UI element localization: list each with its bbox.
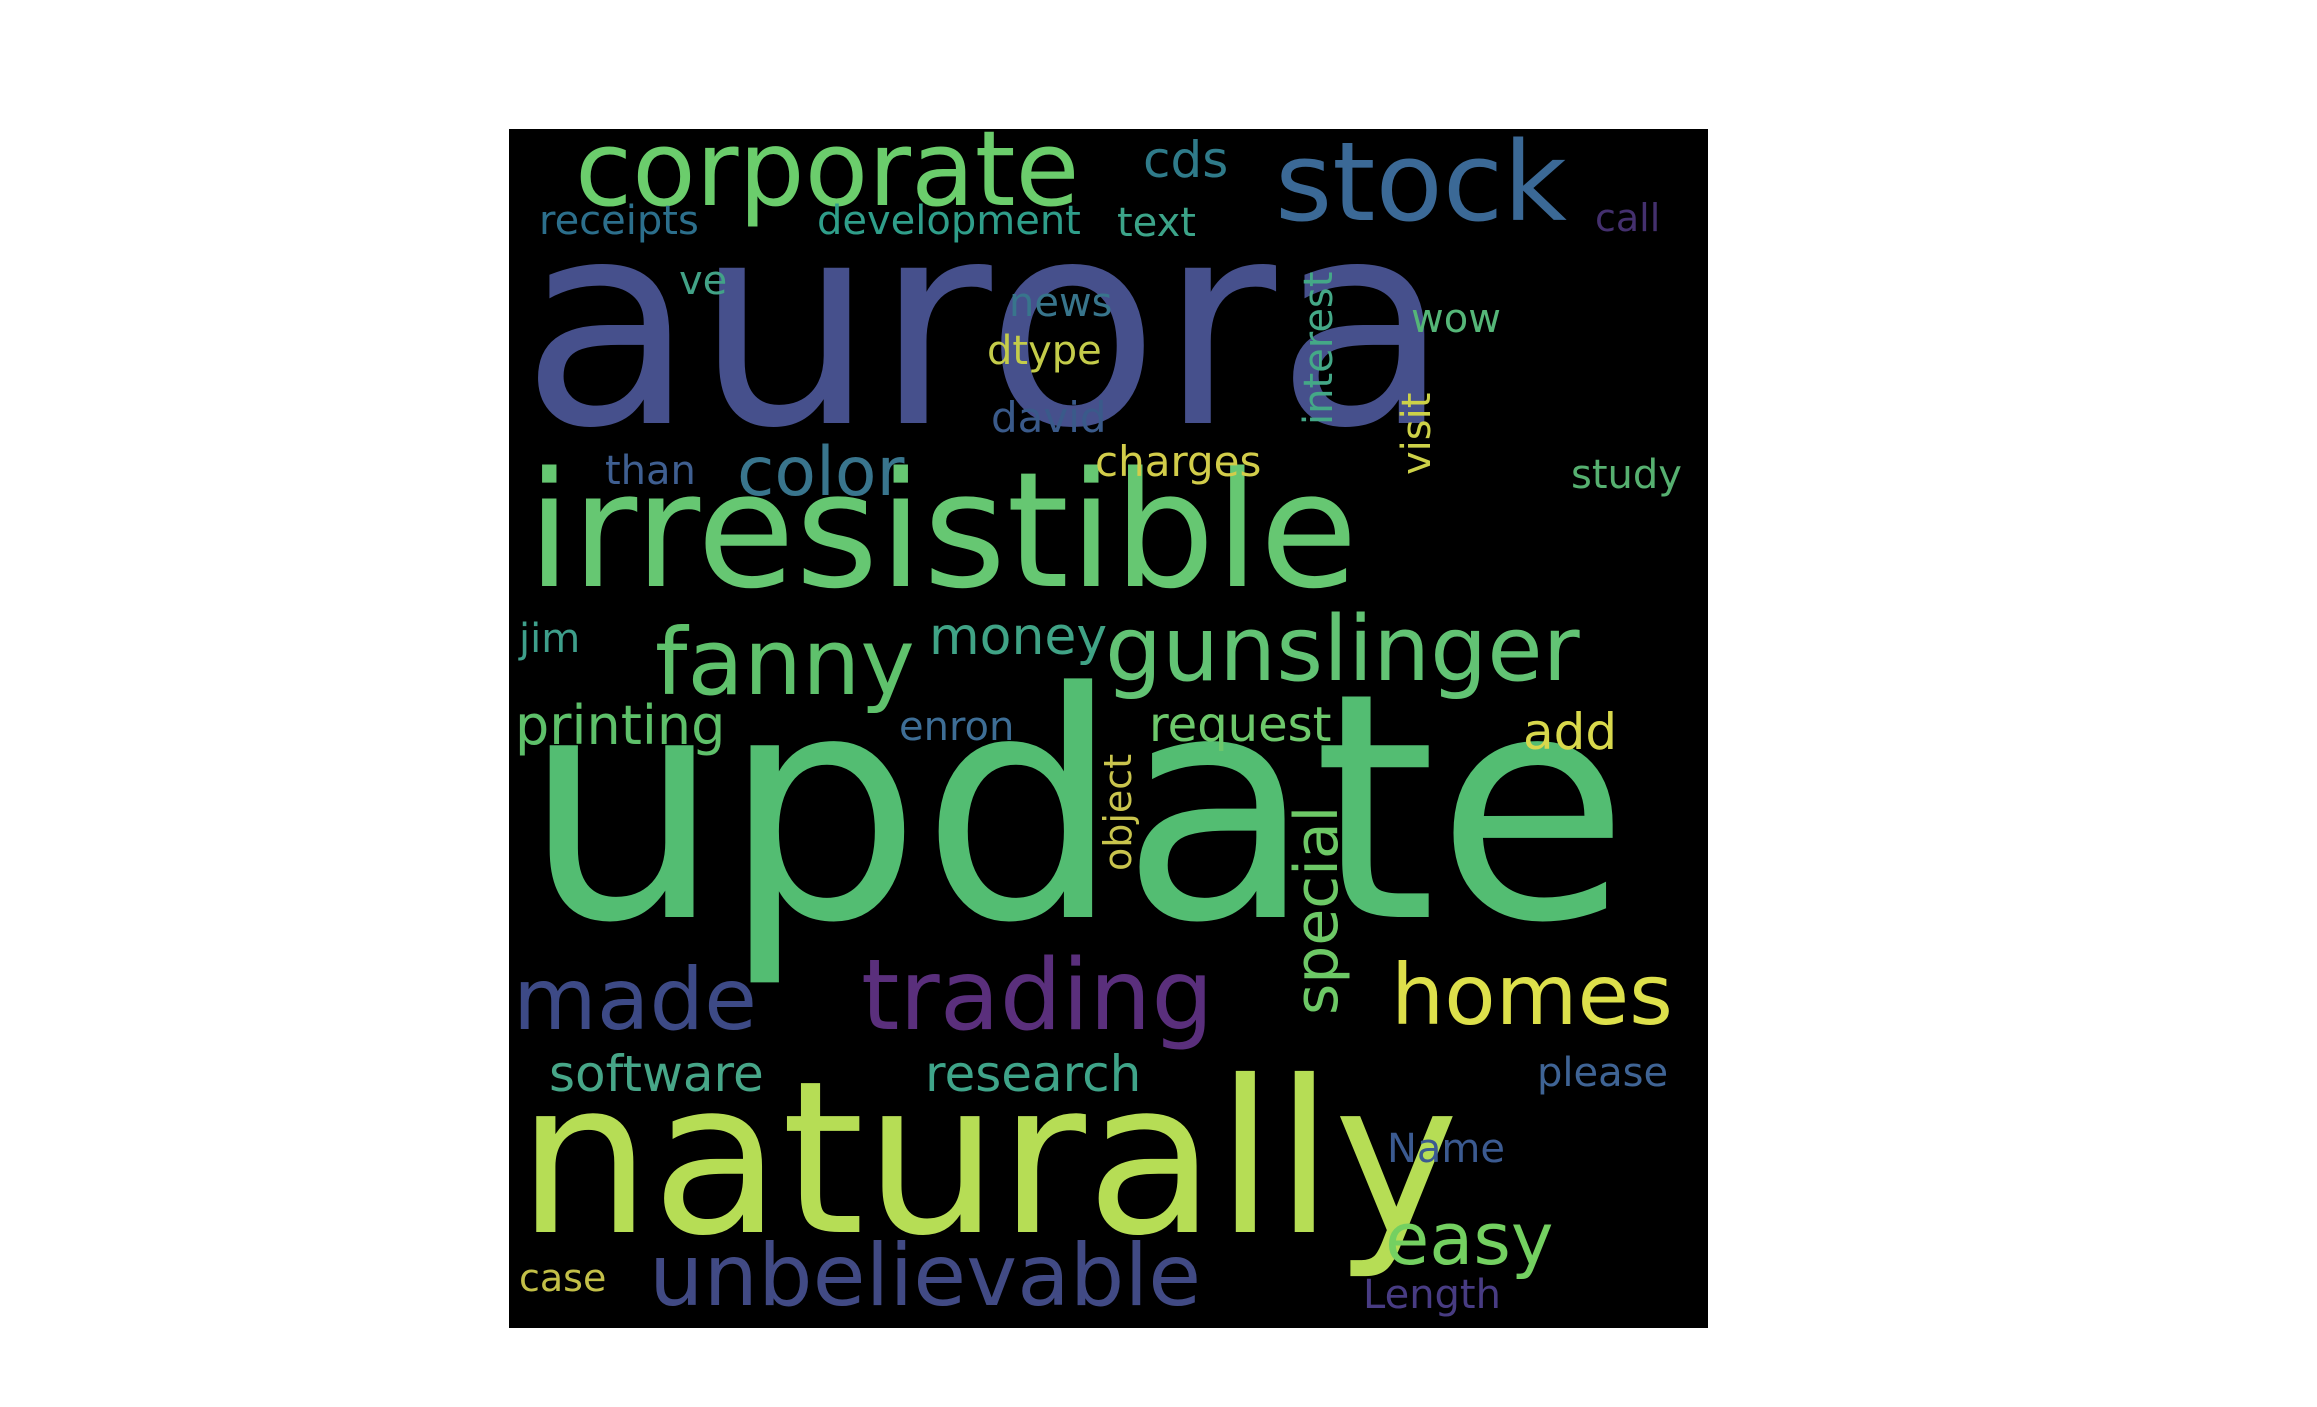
word-news: news (1009, 280, 1113, 326)
word-naturally: naturally (517, 1035, 1460, 1282)
word-than: than (605, 448, 696, 494)
word-add: add (1523, 703, 1618, 761)
word-easy: easy (1385, 1197, 1554, 1281)
word-development: development (817, 198, 1081, 244)
word-Length: Length (1363, 1272, 1501, 1318)
word-text: text (1117, 200, 1196, 246)
word-software: software (549, 1045, 764, 1103)
word-printing: printing (515, 694, 726, 757)
word-enron: enron (899, 704, 1015, 750)
word-cds: cds (1143, 131, 1229, 189)
word-receipts: receipts (539, 198, 699, 244)
word-david: david (991, 393, 1107, 442)
word-Name: Name (1387, 1126, 1506, 1172)
word-please: please (1537, 1050, 1669, 1096)
word-stock: stock (1275, 129, 1567, 246)
word-cloud-canvas: aurora update naturally irresistible cor… (509, 129, 1708, 1328)
word-dtype: dtype (987, 328, 1102, 374)
word-gunslinger: gunslinger (1105, 597, 1580, 702)
word-corporate: corporate (575, 129, 1080, 230)
word-charges: charges (1095, 437, 1262, 486)
word-ve: ve (679, 258, 728, 304)
word-irresistible: irresistible (527, 437, 1358, 624)
word-object: object (1096, 753, 1140, 871)
word-aurora: aurora (521, 159, 1451, 490)
word-trading: trading (861, 939, 1214, 1053)
word-research: research (925, 1045, 1142, 1103)
word-fanny: fanny (655, 609, 915, 716)
word-money: money (929, 607, 1108, 667)
word-call: call (1595, 196, 1661, 240)
word-visit: visit (1394, 392, 1440, 475)
word-special: special (1282, 805, 1352, 1015)
word-update: update (523, 627, 1630, 992)
word-made: made (513, 950, 757, 1050)
word-homes: homes (1391, 946, 1673, 1044)
word-color: color (737, 433, 905, 512)
word-case: case (519, 1256, 607, 1300)
word-request: request (1149, 697, 1332, 753)
word-unbelievable: unbelievable (649, 1226, 1202, 1326)
word-jim: jim (519, 616, 581, 662)
word-study: study (1571, 452, 1682, 498)
word-wow: wow (1411, 296, 1501, 342)
word-interest: interest (1296, 271, 1342, 425)
